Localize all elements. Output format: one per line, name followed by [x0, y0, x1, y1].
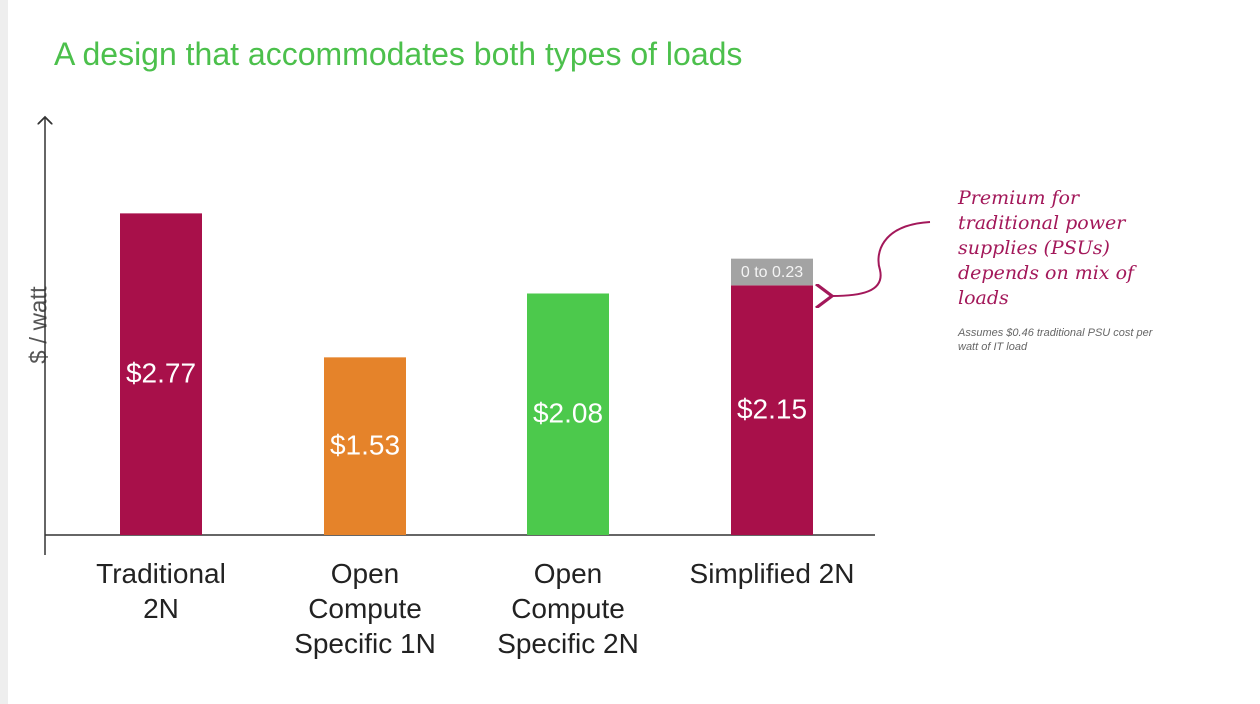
- chart-title: A design that accommodates both types of…: [54, 36, 743, 72]
- data-label: $2.15: [737, 394, 807, 425]
- annotation: Premium for traditional power supplies (…: [958, 187, 1135, 309]
- x-tick-label: Traditional 2N: [96, 558, 226, 624]
- bar: [120, 213, 202, 535]
- annotation-note: Assumes $0.46 traditional PSU cost per w…: [958, 327, 1153, 353]
- data-label: 0 to 0.23: [741, 264, 803, 281]
- bar: [731, 258, 813, 286]
- bar: [324, 357, 406, 535]
- side-strip: [0, 0, 8, 704]
- x-tick-label: Simplified 2N: [689, 558, 855, 589]
- data-label: $1.53: [330, 430, 400, 461]
- data-label: $2.08: [533, 398, 603, 429]
- x-tick-label: Open Compute Specific 2N: [497, 558, 639, 659]
- y-axis-label: $ / watt: [25, 286, 52, 364]
- x-tick-label: Open Compute Specific 1N: [294, 558, 436, 659]
- bar: [731, 285, 813, 535]
- data-label: $2.77: [126, 358, 196, 389]
- bar: [527, 293, 609, 535]
- annotation-arrow: [832, 221, 931, 296]
